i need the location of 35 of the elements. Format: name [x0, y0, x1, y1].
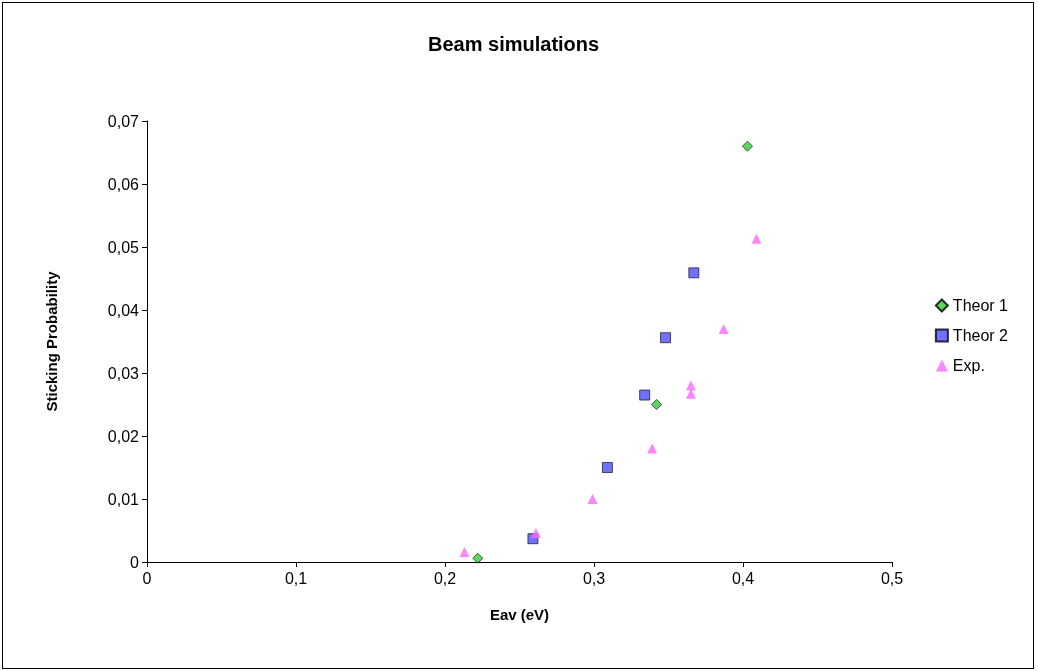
point [651, 399, 662, 410]
y-tick-label: 0,06 [107, 175, 140, 193]
y-tick-label: 0 [130, 553, 140, 571]
x-tick-label: 0,4 [731, 569, 755, 587]
point [685, 388, 696, 399]
y-tick-label: 0,02 [107, 427, 140, 445]
y-tick-label: 0,07 [107, 112, 140, 130]
y-tick-label: 0,05 [107, 238, 140, 256]
y-tick-label: 0,03 [107, 364, 140, 382]
y-axis-title: Sticking Probability [43, 270, 60, 412]
point [472, 552, 484, 564]
point [685, 380, 696, 391]
point [751, 233, 762, 244]
point [718, 323, 729, 334]
x-tick-label: 0,5 [880, 569, 904, 587]
x-tick-label: 0,3 [582, 569, 606, 587]
x-tick-label: 0,2 [433, 569, 457, 587]
x-axis-title: Eav (eV) [489, 606, 550, 623]
y-tick-label: 0,01 [107, 490, 140, 508]
legend-label: Theor 1 [952, 297, 1009, 314]
point [647, 443, 658, 454]
x-tick-label: 0 [142, 569, 152, 587]
legend-label: Theor 2 [952, 327, 1009, 344]
legend-label: Exp. [952, 357, 985, 374]
y-tick-label: 0,04 [107, 301, 140, 319]
point [530, 528, 541, 539]
point [602, 462, 613, 473]
point [639, 389, 651, 401]
point [660, 332, 671, 344]
point [688, 267, 700, 279]
point [587, 494, 598, 504]
point [459, 546, 470, 557]
point [742, 140, 753, 152]
x-tick-label: 0,1 [284, 569, 308, 587]
chart-title: Beam simulations [428, 33, 600, 55]
